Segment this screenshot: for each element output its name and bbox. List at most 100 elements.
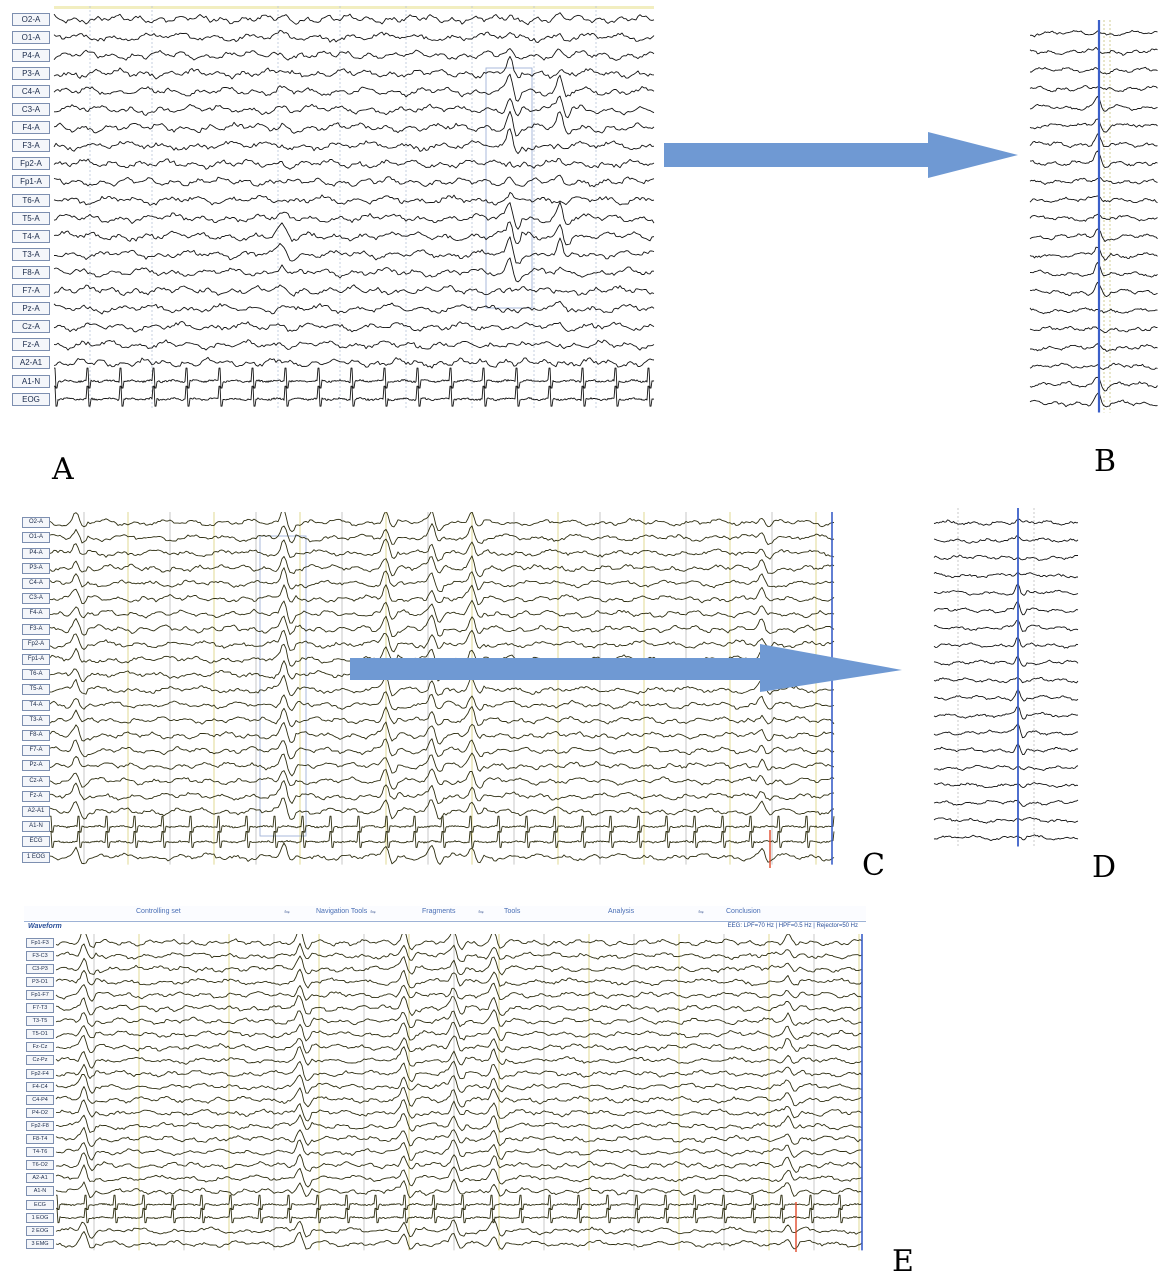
- selection-box[interactable]: [485, 67, 533, 309]
- channel-label[interactable]: O2-A: [22, 517, 50, 529]
- eeg-trace: [1029, 362, 1158, 370]
- channel-label[interactable]: Pz-A: [12, 302, 50, 316]
- channel-label[interactable]: F8-A: [12, 265, 50, 279]
- channel-label[interactable]: 1 EOG: [22, 851, 50, 863]
- channel-label[interactable]: Fp2-A: [12, 157, 50, 171]
- channel-label[interactable]: P3-O1: [26, 976, 54, 987]
- channel-label[interactable]: Fp1-F7: [26, 989, 54, 1000]
- channel-label[interactable]: T3-T5: [26, 1016, 54, 1027]
- channel-label[interactable]: T4-A: [12, 229, 50, 243]
- channel-label[interactable]: F8-A: [22, 729, 50, 741]
- channel-label[interactable]: Cz-A: [12, 320, 50, 334]
- channel-label[interactable]: C4-A: [12, 84, 50, 98]
- eeg-trace: [56, 1194, 863, 1211]
- eeg-trace: [49, 842, 835, 865]
- channel-label[interactable]: Fp2-F8: [26, 1120, 54, 1131]
- channel-label[interactable]: T6-A: [22, 669, 50, 681]
- channel-label[interactable]: F3-A: [12, 139, 50, 153]
- channel-label[interactable]: P3-A: [12, 66, 50, 80]
- channel-label[interactable]: T3-A: [22, 714, 50, 726]
- channel-label[interactable]: F7-A: [12, 284, 50, 298]
- eeg-trace: [53, 320, 655, 333]
- eeg-trace: [1029, 376, 1158, 392]
- channel-label[interactable]: T4-T6: [26, 1147, 54, 1158]
- toolbar-conclusion[interactable]: Conclusion: [726, 908, 761, 915]
- channel-label[interactable]: ECG: [26, 1199, 54, 1210]
- toolbar-tools[interactable]: Tools: [504, 908, 521, 915]
- channel-label[interactable]: P4-O2: [26, 1107, 54, 1118]
- eeg-trace: [933, 518, 1079, 526]
- waveform-header: Waveform EEG: LPF=70 Hz | HPF=0.5 Hz | R…: [24, 921, 866, 935]
- channel-label[interactable]: P4-A: [22, 547, 50, 559]
- channel-label[interactable]: C4-P4: [26, 1094, 54, 1105]
- channel-label[interactable]: T5-O1: [26, 1029, 54, 1040]
- channel-label[interactable]: O1-A: [22, 532, 50, 544]
- channel-label[interactable]: T3-A: [12, 247, 50, 261]
- eeg-trace: [1029, 391, 1158, 408]
- eeg-trace: [1029, 343, 1158, 352]
- chevron-down-icon[interactable]: ⇋: [698, 909, 704, 916]
- channel-label[interactable]: C3-A: [12, 103, 50, 117]
- chevron-down-icon[interactable]: ⇋: [370, 909, 376, 916]
- channel-label[interactable]: 2 EOG: [26, 1225, 54, 1236]
- channel-label[interactable]: 3 EMG: [26, 1238, 54, 1249]
- channel-label[interactable]: A2-A1: [26, 1173, 54, 1184]
- eeg-trace: [55, 1218, 863, 1239]
- channel-label[interactable]: T6-O2: [26, 1160, 54, 1171]
- channel-label[interactable]: A2-A1: [12, 356, 50, 370]
- eeg-trace: [49, 538, 835, 562]
- channel-label[interactable]: F8-T4: [26, 1134, 54, 1145]
- channel-label[interactable]: F7-A: [22, 745, 50, 757]
- channel-label[interactable]: 1 EOG: [26, 1212, 54, 1223]
- channel-label[interactable]: F7-T3: [26, 1003, 54, 1014]
- channel-label[interactable]: P3-A: [22, 562, 50, 574]
- channel-label[interactable]: A1-N: [12, 374, 50, 388]
- channel-label[interactable]: Fp1-F3: [26, 937, 54, 948]
- channel-label[interactable]: O2-A: [12, 12, 50, 26]
- channel-label[interactable]: Fz-Cz: [26, 1042, 54, 1053]
- toolbar-navigation-tools[interactable]: Navigation Tools: [316, 908, 368, 915]
- channel-label[interactable]: A1-N: [22, 821, 50, 833]
- channel-label[interactable]: Fp2-A: [22, 638, 50, 650]
- selection-box[interactable]: [259, 535, 307, 837]
- channel-label[interactable]: F4-C4: [26, 1081, 54, 1092]
- eeg-trace: [55, 1021, 863, 1042]
- eeg-trace: [933, 743, 1079, 756]
- eeg-trace: [933, 816, 1079, 824]
- channel-label[interactable]: A1-N: [26, 1186, 54, 1197]
- channel-label[interactable]: Cz-Pz: [26, 1055, 54, 1066]
- channel-label[interactable]: ECG: [22, 836, 50, 848]
- channel-label[interactable]: C3-A: [22, 593, 50, 605]
- channel-label[interactable]: O1-A: [12, 30, 50, 44]
- channel-label[interactable]: C4-A: [22, 577, 50, 589]
- channel-label[interactable]: C3-P3: [26, 963, 54, 974]
- channel-label[interactable]: P4-A: [12, 48, 50, 62]
- channel-label[interactable]: Fp2-F4: [26, 1068, 54, 1079]
- channel-label[interactable]: F3-C3: [26, 950, 54, 961]
- channel-label[interactable]: Fp1-A: [12, 175, 50, 189]
- channel-label[interactable]: F4-A: [22, 608, 50, 620]
- channel-label[interactable]: T5-A: [12, 211, 50, 225]
- eeg-trace: [55, 934, 863, 951]
- channel-label[interactable]: T6-A: [12, 193, 50, 207]
- chevron-down-icon[interactable]: ⇋: [478, 909, 484, 916]
- channel-label[interactable]: T4-A: [22, 699, 50, 711]
- toolbar-analysis[interactable]: Analysis: [608, 908, 635, 915]
- toolbar-controlling-set[interactable]: Controlling set: [136, 908, 181, 915]
- channel-label[interactable]: Cz-A: [22, 775, 50, 787]
- panel-letter-a: A: [52, 452, 74, 487]
- channel-label[interactable]: Pz-A: [22, 760, 50, 772]
- channel-label[interactable]: Fp1-A: [22, 653, 50, 665]
- eeg-trace: [53, 55, 655, 80]
- channel-label[interactable]: EOG: [12, 392, 50, 406]
- channel-label[interactable]: T5-A: [22, 684, 50, 696]
- channel-label[interactable]: Fz-A: [22, 790, 50, 802]
- channel-label[interactable]: F4-A: [12, 121, 50, 135]
- channel-label[interactable]: A2-A1: [22, 805, 50, 817]
- eeg-trace: [53, 110, 655, 137]
- toolbar-fragments[interactable]: Fragments: [422, 908, 456, 915]
- channel-label[interactable]: F3-A: [22, 623, 50, 635]
- eeg-trace: [55, 1178, 863, 1199]
- channel-label[interactable]: Fz-A: [12, 338, 50, 352]
- chevron-down-icon[interactable]: ⇋: [284, 909, 290, 916]
